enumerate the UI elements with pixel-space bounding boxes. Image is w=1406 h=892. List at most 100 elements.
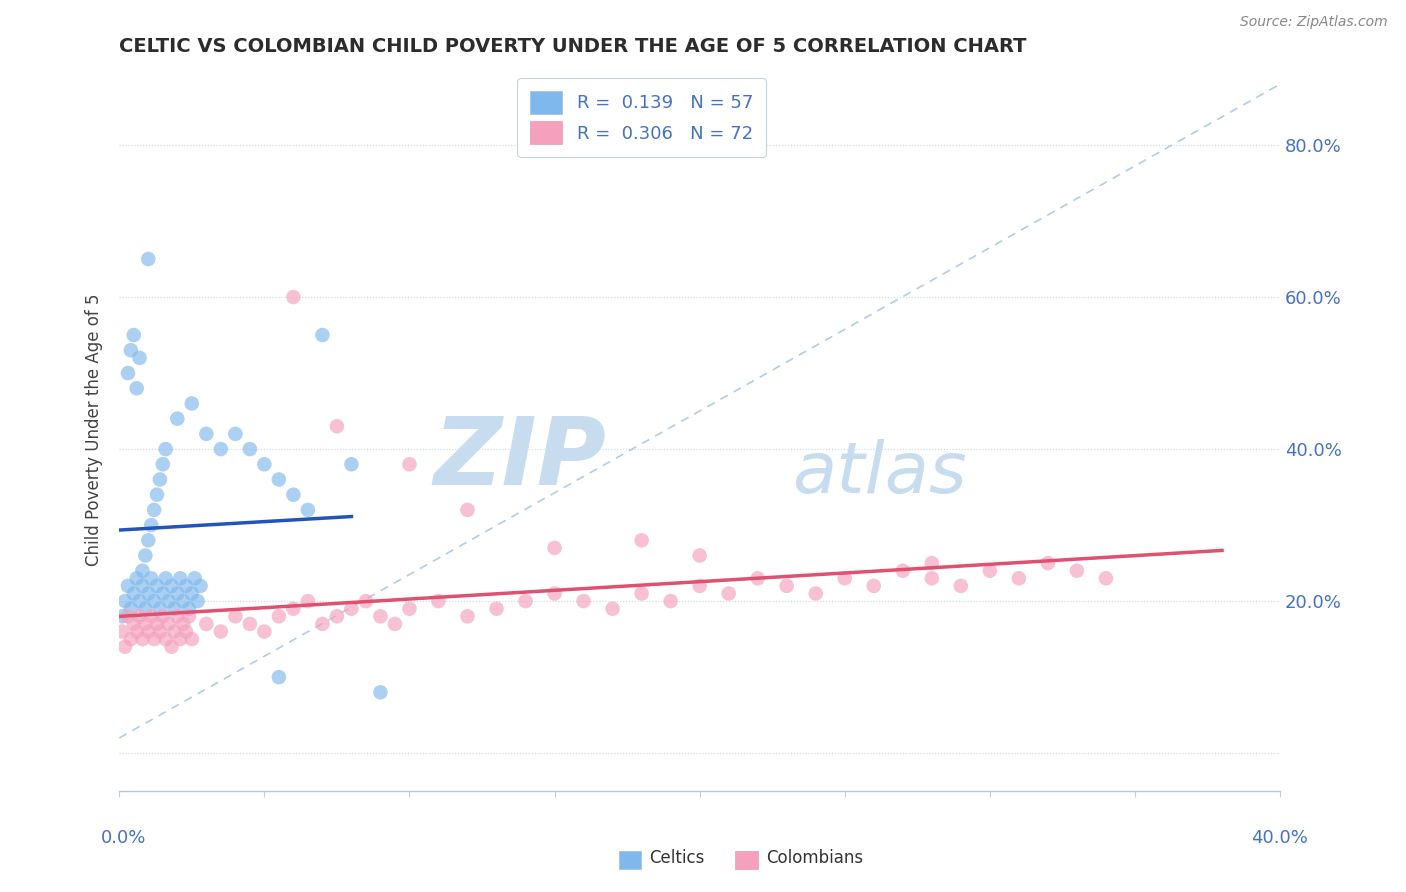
Point	[111, 624, 134, 639]
Point	[114, 594, 136, 608]
Point	[134, 549, 156, 563]
Point	[174, 624, 197, 639]
Point	[125, 624, 148, 639]
Point	[149, 473, 172, 487]
Point	[141, 518, 163, 533]
Point	[1036, 556, 1059, 570]
Point	[1095, 571, 1118, 585]
Point	[155, 571, 177, 585]
Point	[114, 640, 136, 654]
Point	[1066, 564, 1088, 578]
Point	[311, 328, 333, 343]
Point	[160, 579, 183, 593]
Point	[111, 609, 134, 624]
Point	[183, 571, 205, 585]
Point	[602, 601, 624, 615]
Point	[543, 541, 565, 555]
Point	[717, 586, 740, 600]
Point	[177, 609, 200, 624]
Point	[253, 624, 276, 639]
Point	[543, 586, 565, 600]
Point	[891, 564, 914, 578]
Text: 0.0%: 0.0%	[101, 830, 146, 847]
Point	[155, 632, 177, 647]
Point	[131, 579, 153, 593]
Point	[141, 571, 163, 585]
Point	[297, 503, 319, 517]
Text: Source: ZipAtlas.com: Source: ZipAtlas.com	[1240, 15, 1388, 29]
Point	[572, 594, 595, 608]
Point	[283, 601, 305, 615]
Point	[283, 488, 305, 502]
Point	[370, 609, 392, 624]
Point	[160, 640, 183, 654]
Point	[125, 571, 148, 585]
Point	[141, 609, 163, 624]
Point	[949, 579, 972, 593]
Point	[166, 586, 188, 600]
Point	[152, 609, 174, 624]
Point	[122, 586, 145, 600]
Point	[143, 503, 166, 517]
Point	[146, 616, 169, 631]
Point	[152, 586, 174, 600]
Point	[134, 616, 156, 631]
Text: 40.0%: 40.0%	[1251, 830, 1308, 847]
Point	[370, 685, 392, 699]
Point	[166, 609, 188, 624]
Point	[834, 571, 856, 585]
Point	[169, 571, 191, 585]
Point	[267, 670, 290, 684]
Legend: R =  0.139   N = 57, R =  0.306   N = 72: R = 0.139 N = 57, R = 0.306 N = 72	[517, 78, 766, 157]
Text: ZIP: ZIP	[434, 413, 607, 505]
Point	[659, 594, 682, 608]
Point	[120, 601, 142, 615]
Text: CELTIC VS COLOMBIAN CHILD POVERTY UNDER THE AGE OF 5 CORRELATION CHART: CELTIC VS COLOMBIAN CHILD POVERTY UNDER …	[120, 37, 1026, 56]
Point	[146, 579, 169, 593]
Point	[122, 616, 145, 631]
Point	[136, 624, 159, 639]
Point	[283, 290, 305, 304]
Point	[457, 503, 479, 517]
Point	[804, 586, 827, 600]
Point	[152, 457, 174, 471]
Point	[921, 556, 943, 570]
Point	[157, 616, 180, 631]
Point	[209, 442, 232, 456]
Point	[143, 594, 166, 608]
Point	[117, 609, 139, 624]
Point	[267, 609, 290, 624]
Point	[128, 594, 150, 608]
Point	[187, 594, 209, 608]
Point	[267, 473, 290, 487]
Point	[149, 624, 172, 639]
Text: Colombians: Colombians	[766, 849, 863, 867]
Point	[146, 488, 169, 502]
Point	[630, 533, 652, 548]
Point	[224, 609, 246, 624]
Point	[155, 442, 177, 456]
Point	[1008, 571, 1031, 585]
Point	[180, 586, 202, 600]
Point	[427, 594, 450, 608]
Point	[239, 442, 262, 456]
Point	[120, 343, 142, 358]
Point	[195, 616, 218, 631]
Point	[166, 411, 188, 425]
Point	[311, 616, 333, 631]
Point	[169, 632, 191, 647]
Point	[163, 624, 186, 639]
Point	[224, 426, 246, 441]
Point	[136, 586, 159, 600]
Point	[180, 632, 202, 647]
Point	[128, 609, 150, 624]
Point	[157, 594, 180, 608]
Point	[485, 601, 508, 615]
Point	[326, 419, 349, 434]
Point	[172, 616, 194, 631]
Point	[630, 586, 652, 600]
Point	[128, 351, 150, 365]
Point	[253, 457, 276, 471]
Text: Celtics: Celtics	[650, 849, 704, 867]
Point	[136, 533, 159, 548]
